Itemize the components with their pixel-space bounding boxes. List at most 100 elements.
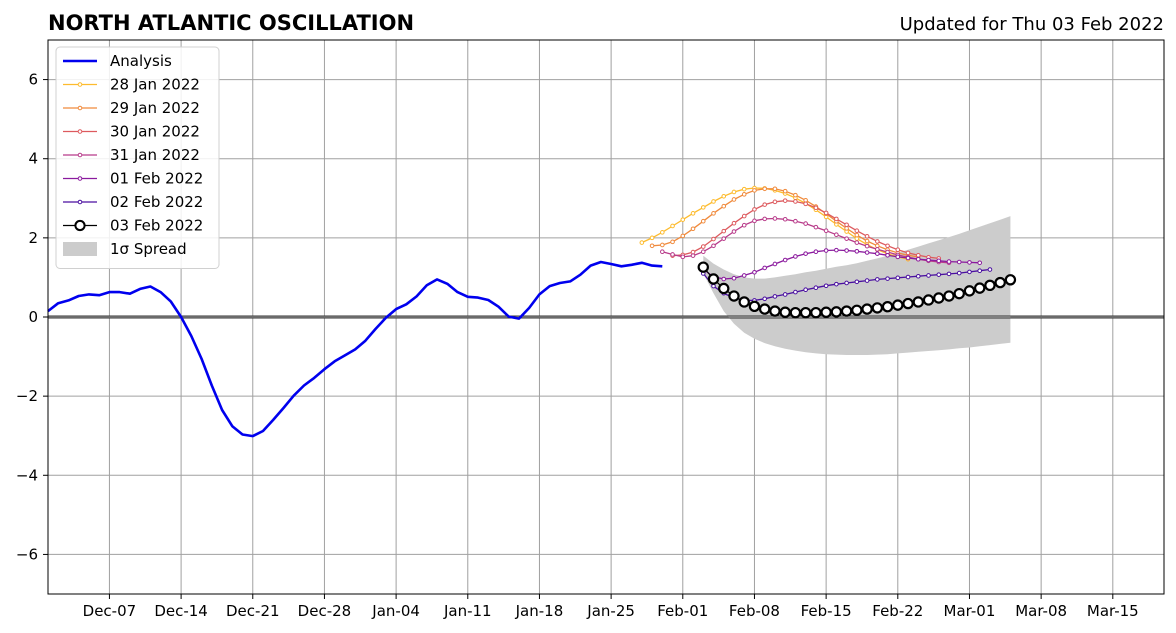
x-tick-label: Feb-22 [872,602,923,620]
forecast-point [731,229,737,234]
forecast-point [885,243,890,249]
forecast-series-4 [700,247,983,282]
x-tick-label: Jan-04 [371,602,420,620]
x-tick-label: Feb-08 [729,602,780,620]
y-tick-label: 4 [28,150,38,168]
forecast-point [984,279,996,292]
legend-entry: 01 Feb 2022 [63,170,203,188]
forecast-point [922,294,935,306]
forecast-point [731,189,737,195]
forecast-point [660,242,665,248]
forecast-point [772,261,778,267]
legend-marker [77,152,83,158]
forecast-point [926,273,931,278]
forecast-point [813,205,819,211]
forecast-point [793,218,798,224]
forecast-point [697,261,709,273]
forecast-point [762,202,767,207]
forecast-point [721,276,727,282]
forecast-point [711,211,716,216]
forecast-series-5 [700,267,993,303]
legend-entry: 29 Jan 2022 [63,99,200,117]
forecast-point [915,252,921,258]
legend-label: 31 Jan 2022 [110,146,200,164]
forecast-point [793,289,798,295]
forecast-point [946,271,952,277]
forecast-point [707,273,720,285]
forecast-point [721,194,727,199]
forecast-point [892,299,904,311]
forecast-point [772,199,778,205]
forecast-point [721,236,727,241]
forecast-point [752,188,757,193]
legend-marker [74,219,86,232]
x-tick-label: Dec-07 [83,602,137,620]
forecast-line [702,249,980,280]
forecast-point [721,203,727,209]
forecast-point [854,228,860,234]
x-tick-label: Mar-15 [1087,602,1139,620]
x-tick-label: Dec-28 [298,602,352,620]
legend-label: Analysis [110,52,172,70]
forecast-point [967,269,972,275]
forecast-point [813,249,819,255]
forecast-point [649,243,655,249]
forecast-point [834,281,839,287]
forecast-point [926,257,931,263]
forecast-point [762,186,767,192]
forecast-point [875,247,880,252]
forecast-point [741,186,747,192]
forecast-point [895,254,901,260]
forecast-point [762,296,767,302]
forecast-point [854,279,860,285]
legend-swatch [63,242,97,256]
forecast-point [752,269,757,275]
forecast-point [875,243,880,249]
y-tick-label: 6 [28,71,38,89]
forecast-point [1004,274,1017,286]
forecast-point [943,290,955,302]
chart-subtitle: Updated for Thu 03 Feb 2022 [900,14,1164,35]
forecast-point [660,249,665,255]
forecast-point [779,306,791,318]
legend-marker [77,199,83,205]
legend-marker [77,176,83,181]
forecast-point [936,258,942,264]
forecast-point [895,247,901,253]
spread-area [703,216,1011,355]
legend-marker [77,82,83,87]
forecast-point [670,223,675,229]
forecast-point [915,256,921,262]
forecast-point [864,250,870,255]
forecast-point [875,277,880,282]
forecast-point [803,287,808,292]
forecast-point [762,216,767,222]
x-tick-label: Dec-14 [154,602,208,620]
forecast-point [864,278,870,283]
forecast-point [711,236,716,242]
forecast-point [864,243,870,249]
forecast-point [840,305,853,317]
forecast-point [895,275,901,281]
legend-label: 02 Feb 2022 [110,193,203,211]
forecast-point [823,283,829,289]
legend-entry: 31 Jan 2022 [63,146,200,164]
forecast-point [864,233,870,239]
forecast-point [875,251,880,256]
forecast-point [700,249,706,255]
legend-entry: 30 Jan 2022 [63,123,200,141]
forecast-point [741,192,747,197]
forecast-point [834,216,839,222]
forecast-point [994,276,1006,289]
forecast-point [875,239,880,244]
forecast-point [823,248,829,253]
legend-entry: 1σ Spread [63,240,187,258]
forecast-point [789,306,802,319]
forecast-point [772,216,778,221]
legend-label: 28 Jan 2022 [110,76,200,94]
legend-label: 03 Feb 2022 [110,217,203,235]
forecast-point [660,230,665,235]
forecast-point [803,221,808,226]
forecast-point [885,252,890,258]
